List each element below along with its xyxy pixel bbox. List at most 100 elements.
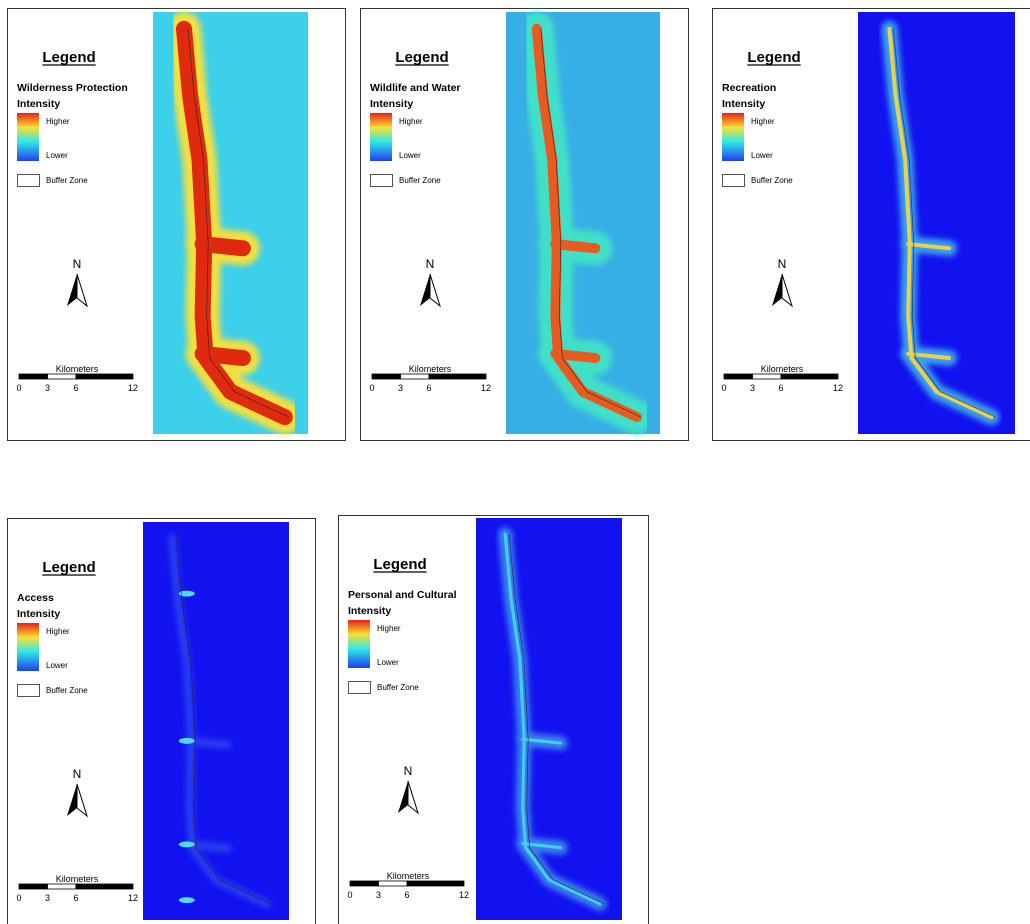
scale-segment [19, 884, 48, 889]
scale-segment [48, 884, 77, 889]
hotspot [179, 738, 195, 744]
buffer-label: Buffer Zone [377, 683, 419, 692]
scale-tick-label: 6 [73, 383, 78, 393]
scale-segment [19, 374, 48, 379]
theme-title: Recreation [722, 82, 776, 94]
theme-title: Personal and Cultural [348, 589, 457, 601]
scale-segment [724, 374, 753, 379]
lower-label: Lower [751, 151, 773, 160]
legend-title: Legend [42, 49, 95, 66]
higher-label: Higher [751, 117, 775, 126]
map-panel: Legend Wilderness Protection Intensity High… [8, 9, 346, 441]
scale-tick-label: 3 [45, 893, 50, 903]
scale-tick-label: 12 [128, 383, 138, 393]
intensity-label: Intensity [17, 608, 60, 620]
map-panel: Legend Personal and Cultural Intensity High… [339, 516, 649, 924]
scale-tick-label: 0 [16, 893, 21, 903]
north-label: N [404, 764, 413, 778]
scale-segment [48, 374, 77, 379]
north-label: N [426, 257, 435, 271]
scale-tick-label: 0 [16, 383, 21, 393]
scale-segment [379, 881, 408, 886]
scale-tick-label: 0 [347, 890, 352, 900]
map-background [476, 518, 622, 920]
lower-label: Lower [399, 151, 421, 160]
scale-tick-label: 6 [404, 890, 409, 900]
scale-title: Kilometers [387, 871, 430, 881]
scale-segment [407, 881, 464, 886]
north-label: N [73, 767, 82, 781]
map-panel: Legend Recreation Intensity Higher Lower Buff… [713, 9, 1030, 441]
scale-tick-label: 12 [459, 890, 469, 900]
legend-title: Legend [395, 49, 448, 66]
map-background [858, 12, 1015, 434]
scale-title: Kilometers [56, 874, 99, 884]
scale-tick-label: 12 [481, 383, 491, 393]
intensity-ramp [370, 113, 392, 161]
scale-segment [781, 374, 838, 379]
intensity-ramp [17, 623, 39, 671]
scale-segment [76, 374, 133, 379]
intensity-ramp [17, 113, 39, 161]
theme-title: Wildlife and Water [370, 82, 461, 94]
map-image [858, 12, 1015, 434]
scale-title: Kilometers [56, 364, 99, 374]
scale-segment [372, 374, 401, 379]
legend-title: Legend [747, 49, 800, 66]
scale-segment [350, 881, 379, 886]
intensity-label: Intensity [17, 98, 60, 110]
theme-title: Wilderness Protection [17, 82, 128, 94]
scale-tick-label: 3 [398, 383, 403, 393]
scale-tick-label: 6 [73, 893, 78, 903]
scale-tick-label: 0 [721, 383, 726, 393]
higher-label: Higher [46, 627, 70, 636]
figure: Legend Wilderness Protection Intensity High… [0, 0, 1030, 924]
lower-label: Lower [377, 658, 399, 667]
legend-title: Legend [42, 559, 95, 576]
higher-label: Higher [46, 117, 70, 126]
buffer-label: Buffer Zone [751, 176, 793, 185]
buffer-swatch [723, 175, 745, 187]
map-image [506, 12, 660, 434]
scale-segment [76, 884, 133, 889]
lower-label: Lower [46, 661, 68, 670]
scale-tick-label: 3 [376, 890, 381, 900]
scale-tick-label: 12 [833, 383, 843, 393]
map-panel: Legend Access Intensity Higher Lower Buffer Z… [8, 519, 316, 924]
north-label: N [778, 257, 787, 271]
higher-label: Higher [399, 117, 423, 126]
buffer-swatch [371, 175, 393, 187]
scale-tick-label: 3 [45, 383, 50, 393]
map-image [153, 12, 308, 434]
scale-segment [753, 374, 782, 379]
hotspot [179, 897, 195, 903]
map-image [143, 522, 289, 920]
buffer-swatch [18, 685, 40, 697]
higher-label: Higher [377, 624, 401, 633]
scale-tick-label: 0 [369, 383, 374, 393]
scale-tick-label: 6 [778, 383, 783, 393]
buffer-swatch [18, 175, 40, 187]
buffer-swatch [349, 682, 371, 694]
scale-tick-label: 6 [426, 383, 431, 393]
scale-tick-label: 3 [750, 383, 755, 393]
scale-tick-label: 12 [128, 893, 138, 903]
scale-segment [429, 374, 486, 379]
theme-title: Access [17, 592, 54, 604]
scale-segment [401, 374, 430, 379]
north-label: N [73, 257, 82, 271]
intensity-label: Intensity [348, 605, 391, 617]
intensity-ramp [348, 620, 370, 668]
lower-label: Lower [46, 151, 68, 160]
scale-title: Kilometers [409, 364, 452, 374]
scale-title: Kilometers [761, 364, 804, 374]
intensity-label: Intensity [722, 98, 765, 110]
intensity-ramp [722, 113, 744, 161]
buffer-label: Buffer Zone [46, 686, 88, 695]
legend-title: Legend [373, 556, 426, 573]
buffer-label: Buffer Zone [399, 176, 441, 185]
hotspot [179, 841, 195, 847]
buffer-label: Buffer Zone [46, 176, 88, 185]
map-image [476, 518, 622, 920]
